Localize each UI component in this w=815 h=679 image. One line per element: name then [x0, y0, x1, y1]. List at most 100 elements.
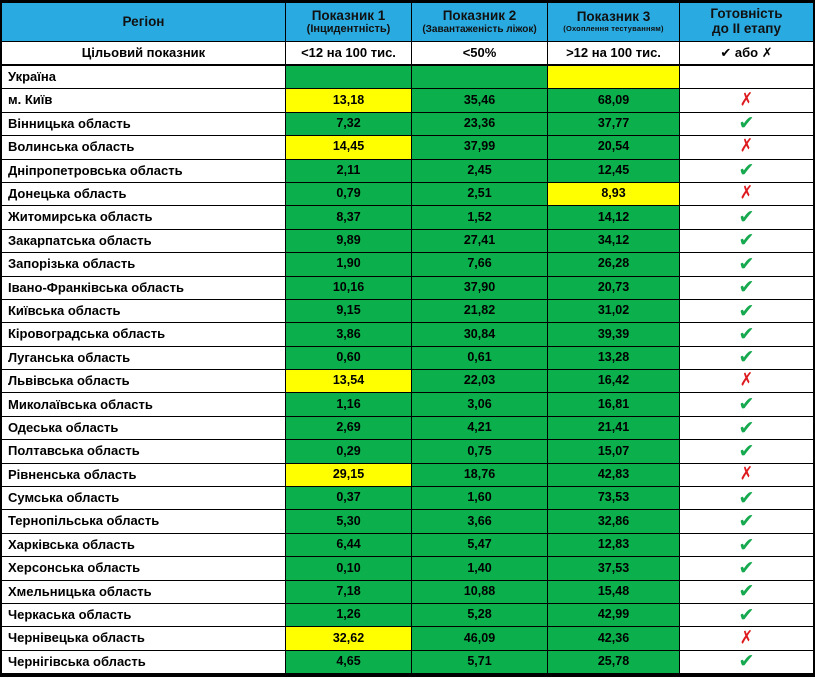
cross-icon: ✗	[739, 464, 754, 485]
readiness-status-cell: ✔	[680, 557, 813, 581]
indicator1-value-cell	[286, 66, 412, 90]
check-icon: ✔	[738, 300, 755, 322]
indicator1-value-cell: 14,45	[286, 136, 412, 160]
indicator3-value-cell: 25,78	[548, 650, 680, 675]
target-row-label: Цільовий показник	[2, 42, 286, 66]
readiness-status-cell: ✔	[680, 276, 813, 300]
region-cell: Донецька область	[2, 182, 286, 207]
indicator1-value-cell: 10,16	[286, 276, 412, 300]
readiness-status-cell: ✔	[680, 416, 813, 441]
indicator2-subtitle: (Завантаженість ліжок)	[422, 23, 537, 35]
indicator2-value-cell: 10,88	[412, 580, 548, 604]
indicator2-value-cell: 18,76	[412, 463, 548, 488]
indicator3-value-cell: 20,73	[548, 276, 680, 300]
indicator1-value-cell: 6,44	[286, 533, 412, 558]
region-cell: Закарпатська область	[2, 229, 286, 254]
table-row: Вінницька область 7,32 23,36 37,77 ✔	[2, 112, 813, 137]
indicator2-value-cell: 5,71	[412, 650, 548, 675]
check-icon: ✔	[738, 277, 755, 299]
readiness-status-cell: ✗	[680, 89, 813, 113]
indicator1-value-cell: 29,15	[286, 463, 412, 488]
table-row: Волинська область 14,45 37,99 20,54 ✗	[2, 136, 813, 160]
indicator2-value-cell: 1,40	[412, 557, 548, 581]
region-cell: Україна	[2, 66, 286, 90]
indicator3-value-cell: 39,39	[548, 323, 680, 347]
table-row: Черкаська область 1,26 5,28 42,99 ✔	[2, 603, 813, 628]
region-cell: Одеська область	[2, 416, 286, 441]
indicator1-value-cell: 1,16	[286, 393, 412, 417]
indicator2-value-cell: 5,28	[412, 603, 548, 628]
indicator3-value-cell: 16,42	[548, 370, 680, 394]
table-row: Миколаївська область 1,16 3,06 16,81 ✔	[2, 393, 813, 417]
indicator3-value-cell	[548, 66, 680, 90]
indicator2-value-cell: 5,47	[412, 533, 548, 558]
column-header-region: Регіон	[2, 3, 286, 42]
table-row: Донецька область 0,79 2,51 8,93 ✗	[2, 182, 813, 207]
readiness-status-cell: ✔	[680, 323, 813, 347]
table-row: Дніпропетровська область 2,11 2,45 12,45…	[2, 159, 813, 183]
indicator3-value-cell: 26,28	[548, 253, 680, 277]
cross-icon: ✗	[739, 90, 754, 110]
check-icon: ✔	[738, 230, 755, 252]
target-indicator-row: Цільовий показник <12 на 100 тис. <50% >…	[2, 42, 813, 66]
readiness-status-cell: ✔	[680, 487, 813, 511]
readiness-status-cell: ✔	[680, 650, 813, 675]
indicator2-value-cell: 3,06	[412, 393, 548, 417]
check-icon: ✔	[738, 113, 755, 135]
indicator1-value-cell: 8,37	[286, 206, 412, 230]
indicator3-value-cell: 14,12	[548, 206, 680, 230]
indicator2-value-cell: 2,45	[412, 159, 548, 183]
indicator3-value-cell: 16,81	[548, 393, 680, 417]
column-header-indicator2: Показник 2 (Завантаженість ліжок)	[412, 3, 548, 42]
readiness-status-cell: ✔	[680, 206, 813, 230]
table-row: Кіровоградська область 3,86 30,84 39,39 …	[2, 323, 813, 347]
table-row: Сумська область 0,37 1,60 73,53 ✔	[2, 487, 813, 511]
readiness-status-cell	[680, 66, 813, 90]
check-icon: ✔	[738, 604, 755, 626]
indicator2-value-cell: 2,51	[412, 182, 548, 207]
check-icon: ✔	[738, 651, 755, 673]
readiness-status-cell: ✔	[680, 533, 813, 558]
indicator1-value-cell: 5,30	[286, 510, 412, 534]
region-cell: Рівненська область	[2, 463, 286, 488]
readiness-status-cell: ✔	[680, 299, 813, 324]
indicator2-value-cell	[412, 66, 548, 90]
table-row: Харківська область 6,44 5,47 12,83 ✔	[2, 533, 813, 558]
indicator2-value-cell: 0,75	[412, 440, 548, 464]
column-header-readiness: Готовність до II етапу	[680, 3, 813, 42]
indicator2-value-cell: 1,60	[412, 487, 548, 511]
check-icon: ✔	[738, 323, 755, 345]
region-cell: Полтавська область	[2, 440, 286, 464]
readiness-status-cell: ✗	[680, 627, 813, 651]
indicator1-value-cell: 0,79	[286, 182, 412, 207]
table-row: Херсонська область 0,10 1,40 37,53 ✔	[2, 557, 813, 581]
indicator3-value-cell: 21,41	[548, 416, 680, 441]
region-cell: Львівська область	[2, 370, 286, 394]
table-row: Одеська область 2,69 4,21 21,41 ✔	[2, 416, 813, 441]
indicator1-value-cell: 13,54	[286, 370, 412, 394]
indicator1-value-cell: 2,11	[286, 159, 412, 183]
indicator2-value-cell: 30,84	[412, 323, 548, 347]
indicator3-value-cell: 15,48	[548, 580, 680, 604]
readiness-status-cell: ✔	[680, 603, 813, 628]
table-row: Чернівецька область 32,62 46,09 42,36 ✗	[2, 627, 813, 651]
indicator1-value-cell: 7,18	[286, 580, 412, 604]
region-cell: Волинська область	[2, 136, 286, 160]
indicator2-value-cell: 4,21	[412, 416, 548, 441]
indicator1-value-cell: 2,69	[286, 416, 412, 441]
region-header-label: Регіон	[122, 13, 165, 29]
check-icon: ✔	[738, 253, 755, 275]
indicator2-value-cell: 3,66	[412, 510, 548, 534]
indicator3-value-cell: 42,36	[548, 627, 680, 651]
table-row: Львівська область 13,54 22,03 16,42 ✗	[2, 370, 813, 394]
indicator3-value-cell: 34,12	[548, 229, 680, 254]
region-cell: Чернівецька область	[2, 627, 286, 651]
indicator3-value-cell: 68,09	[548, 89, 680, 113]
table-row: Україна	[2, 66, 813, 90]
readiness-status-cell: ✔	[680, 229, 813, 254]
indicator1-value-cell: 9,89	[286, 229, 412, 254]
check-icon: ✔	[738, 511, 755, 533]
readiness-status-cell: ✗	[680, 136, 813, 160]
readiness-status-cell: ✗	[680, 182, 813, 207]
indicator3-value-cell: 32,86	[548, 510, 680, 534]
